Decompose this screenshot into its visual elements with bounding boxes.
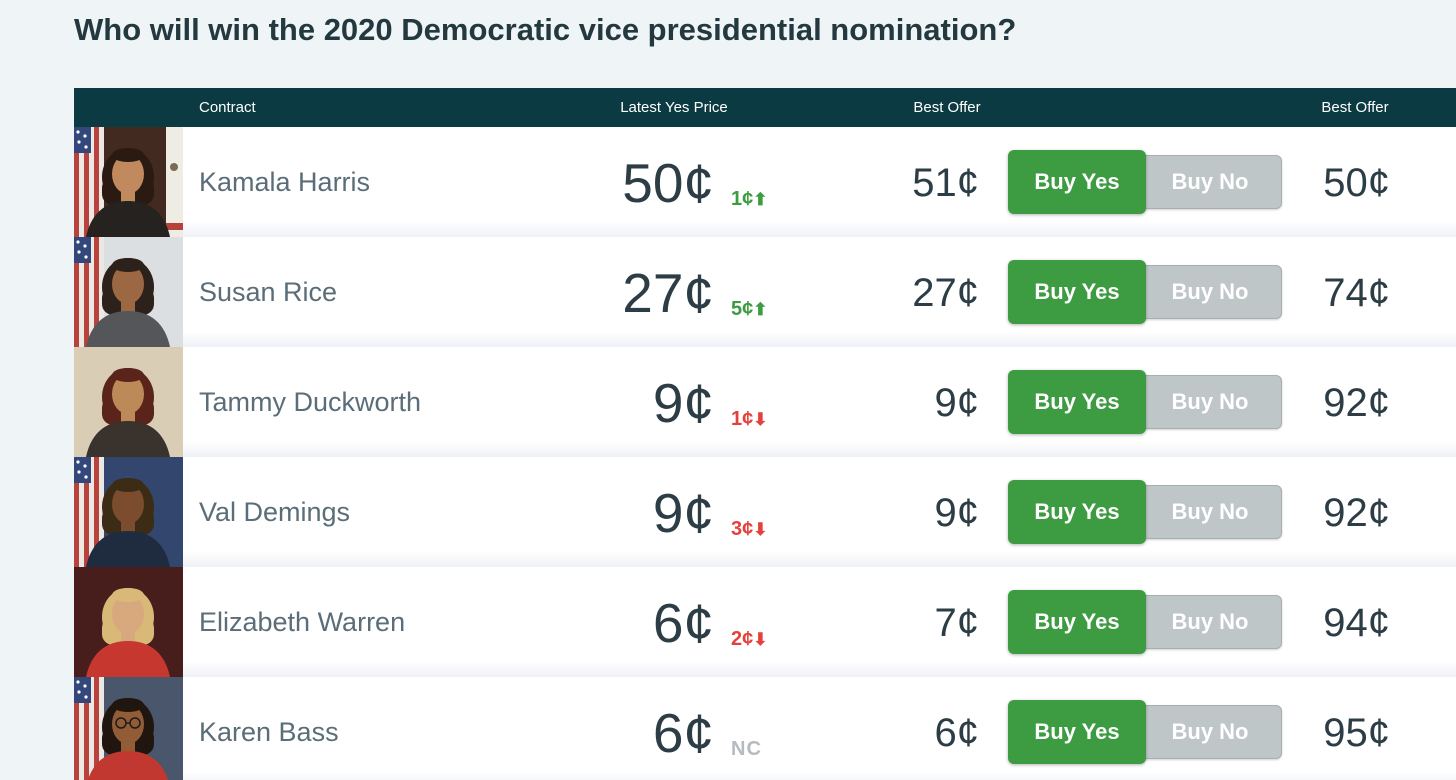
buy-no-button[interactable]: Buy No xyxy=(1138,705,1282,759)
table-row: Tammy Duckworth 9¢ 1¢⬇ 9¢ Buy Yes Buy No… xyxy=(74,347,1456,457)
price-change-value: 5¢ xyxy=(731,298,754,320)
best-offer-yes-price: 9¢ xyxy=(934,381,980,425)
buy-yes-button[interactable]: Buy Yes xyxy=(1008,370,1146,434)
price-change: NC xyxy=(731,738,861,760)
buy-yes-button[interactable]: Buy Yes xyxy=(1008,700,1146,764)
table-row: Kamala Harris 50¢ 1¢⬆ 51¢ Buy Yes Buy No… xyxy=(74,127,1456,237)
best-offer-no-price: 95¢ xyxy=(1323,711,1390,755)
buy-no-button[interactable]: Buy No xyxy=(1138,485,1282,539)
buy-no-button[interactable]: Buy No xyxy=(1138,265,1282,319)
best-offer-yes-price: 9¢ xyxy=(934,491,980,535)
latest-yes-price: 6¢ xyxy=(652,702,714,764)
table-row: Susan Rice 27¢ 5¢⬆ 27¢ Buy Yes Buy No 74… xyxy=(74,237,1456,347)
best-offer-no-price: 92¢ xyxy=(1323,491,1390,535)
table-row: Karen Bass 6¢ NC 6¢ Buy Yes Buy No 95¢ xyxy=(74,677,1456,780)
best-offer-yes-price: 51¢ xyxy=(912,161,979,205)
candidate-name: Elizabeth Warren xyxy=(199,607,406,637)
best-offer-no-price: 92¢ xyxy=(1323,381,1390,425)
buy-yes-button[interactable]: Buy Yes xyxy=(1008,150,1146,214)
price-change: 3¢⬇ xyxy=(731,518,861,541)
latest-yes-price: 9¢ xyxy=(652,482,714,544)
header-best-offer-no: Best Offer xyxy=(1321,99,1389,116)
best-offer-no-price: 94¢ xyxy=(1323,601,1390,645)
best-offer-no-price: 50¢ xyxy=(1323,161,1390,205)
buy-no-button[interactable]: Buy No xyxy=(1138,155,1282,209)
price-change-value: 3¢ xyxy=(731,518,754,540)
candidate-photo xyxy=(74,457,183,567)
price-change-value: 1¢ xyxy=(731,408,754,430)
latest-yes-price: 6¢ xyxy=(652,592,714,654)
latest-yes-price: 50¢ xyxy=(622,152,714,214)
market-table: Contract Latest Yes Price Best Offer Bes… xyxy=(74,88,1456,780)
change-arrow-icon: ⬆ xyxy=(753,300,768,319)
candidate-photo xyxy=(74,127,183,237)
table-header: Contract Latest Yes Price Best Offer Bes… xyxy=(74,88,1456,127)
price-change: 5¢⬆ xyxy=(731,298,861,321)
latest-yes-price: 27¢ xyxy=(622,262,714,324)
candidate-name: Susan Rice xyxy=(199,277,338,307)
latest-yes-price: 9¢ xyxy=(652,372,714,434)
table-row: Val Demings 9¢ 3¢⬇ 9¢ Buy Yes Buy No 92¢ xyxy=(74,457,1456,567)
buy-yes-button[interactable]: Buy Yes xyxy=(1008,260,1146,324)
header-best-offer-yes: Best Offer xyxy=(913,99,981,116)
candidate-name: Tammy Duckworth xyxy=(199,387,422,417)
candidate-name: Kamala Harris xyxy=(199,167,371,197)
price-change: 2¢⬇ xyxy=(731,628,861,651)
table-body: Kamala Harris 50¢ 1¢⬆ 51¢ Buy Yes Buy No… xyxy=(74,127,1456,780)
header-contract: Contract xyxy=(199,99,256,116)
change-arrow-icon: ⬇ xyxy=(753,410,768,429)
header-latest-yes-price: Latest Yes Price xyxy=(620,99,728,116)
change-arrow-icon: ⬇ xyxy=(753,520,768,539)
best-offer-yes-price: 27¢ xyxy=(912,271,979,315)
best-offer-yes-price: 7¢ xyxy=(934,601,980,645)
candidate-photo xyxy=(74,567,183,677)
buy-yes-button[interactable]: Buy Yes xyxy=(1008,590,1146,654)
candidate-photo xyxy=(74,347,183,457)
change-arrow-icon: ⬇ xyxy=(753,630,768,649)
change-arrow-icon: ⬆ xyxy=(753,190,768,209)
buy-no-button[interactable]: Buy No xyxy=(1138,375,1282,429)
candidate-photo xyxy=(74,677,183,780)
price-change: 1¢⬇ xyxy=(731,408,861,431)
buy-no-button[interactable]: Buy No xyxy=(1138,595,1282,649)
table-row: Elizabeth Warren 6¢ 2¢⬇ 7¢ Buy Yes Buy N… xyxy=(74,567,1456,677)
buy-yes-button[interactable]: Buy Yes xyxy=(1008,480,1146,544)
price-change-value: NC xyxy=(731,738,762,760)
price-change-value: 2¢ xyxy=(731,628,754,650)
best-offer-yes-price: 6¢ xyxy=(934,711,980,755)
candidate-photo xyxy=(74,237,183,347)
best-offer-no-price: 74¢ xyxy=(1323,271,1390,315)
candidate-name: Val Demings xyxy=(199,497,351,527)
page-title: Who will win the 2020 Democratic vice pr… xyxy=(74,12,1017,47)
price-change: 1¢⬆ xyxy=(731,188,861,211)
candidate-name: Karen Bass xyxy=(199,717,339,747)
price-change-value: 1¢ xyxy=(731,188,754,210)
